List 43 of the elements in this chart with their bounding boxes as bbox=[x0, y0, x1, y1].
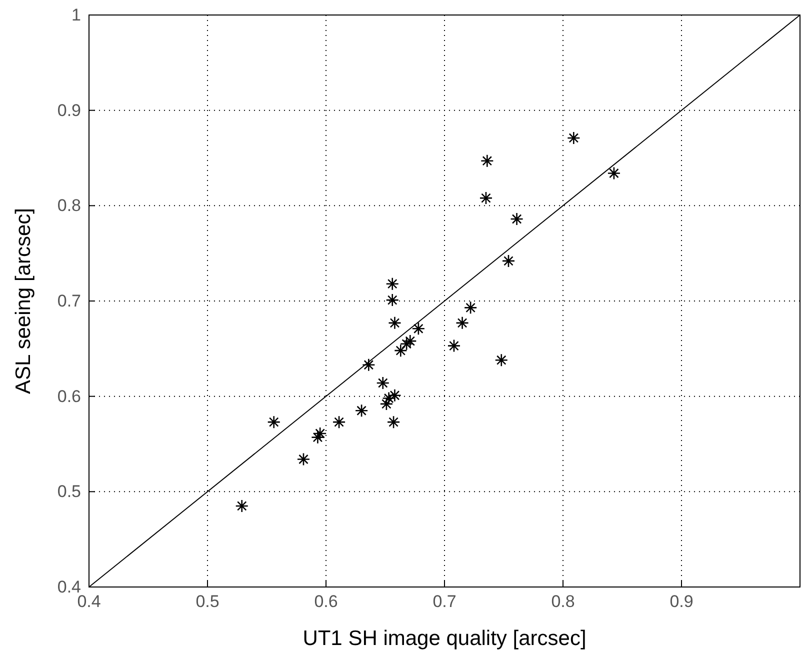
point bbox=[362, 358, 376, 372]
point bbox=[567, 131, 580, 145]
point bbox=[479, 191, 493, 205]
y-tick-label: 0.6 bbox=[57, 386, 81, 406]
point bbox=[386, 415, 400, 429]
point bbox=[386, 277, 400, 290]
y-tick-label: 0.8 bbox=[57, 196, 81, 216]
x-tick-label: 0.6 bbox=[314, 592, 338, 612]
point bbox=[394, 344, 408, 358]
y-tick-label: 0.7 bbox=[57, 291, 81, 310]
point bbox=[480, 154, 494, 168]
point bbox=[235, 499, 249, 513]
y-axis-title: ASL seeing [arcsec] bbox=[12, 208, 35, 394]
point bbox=[313, 426, 327, 440]
point bbox=[403, 334, 417, 348]
x-axis-title: UT1 SH image quality [arcsec] bbox=[302, 627, 586, 650]
point bbox=[296, 452, 310, 466]
point bbox=[386, 293, 400, 307]
y-tick-label: 0.5 bbox=[57, 482, 81, 502]
point bbox=[400, 337, 414, 351]
x-tick-label: 0.9 bbox=[670, 592, 694, 612]
point bbox=[382, 392, 396, 405]
point bbox=[464, 301, 478, 314]
point bbox=[494, 353, 508, 367]
x-tick-label: 0.5 bbox=[196, 592, 220, 612]
point bbox=[502, 254, 516, 268]
x-tick-label: 0.7 bbox=[432, 592, 456, 612]
point bbox=[354, 404, 368, 418]
point bbox=[607, 166, 621, 180]
point bbox=[456, 316, 469, 330]
point bbox=[267, 415, 281, 429]
point bbox=[412, 322, 426, 336]
point bbox=[376, 376, 390, 390]
x-tick-label: 0.8 bbox=[551, 592, 575, 612]
point bbox=[332, 415, 346, 429]
point bbox=[447, 339, 461, 352]
point bbox=[388, 388, 402, 402]
point bbox=[388, 316, 402, 330]
point bbox=[510, 212, 524, 226]
y-tick-label: 1 bbox=[72, 5, 81, 24]
point bbox=[311, 430, 324, 444]
y-tick-label: 0.9 bbox=[57, 100, 81, 120]
point bbox=[380, 397, 394, 411]
